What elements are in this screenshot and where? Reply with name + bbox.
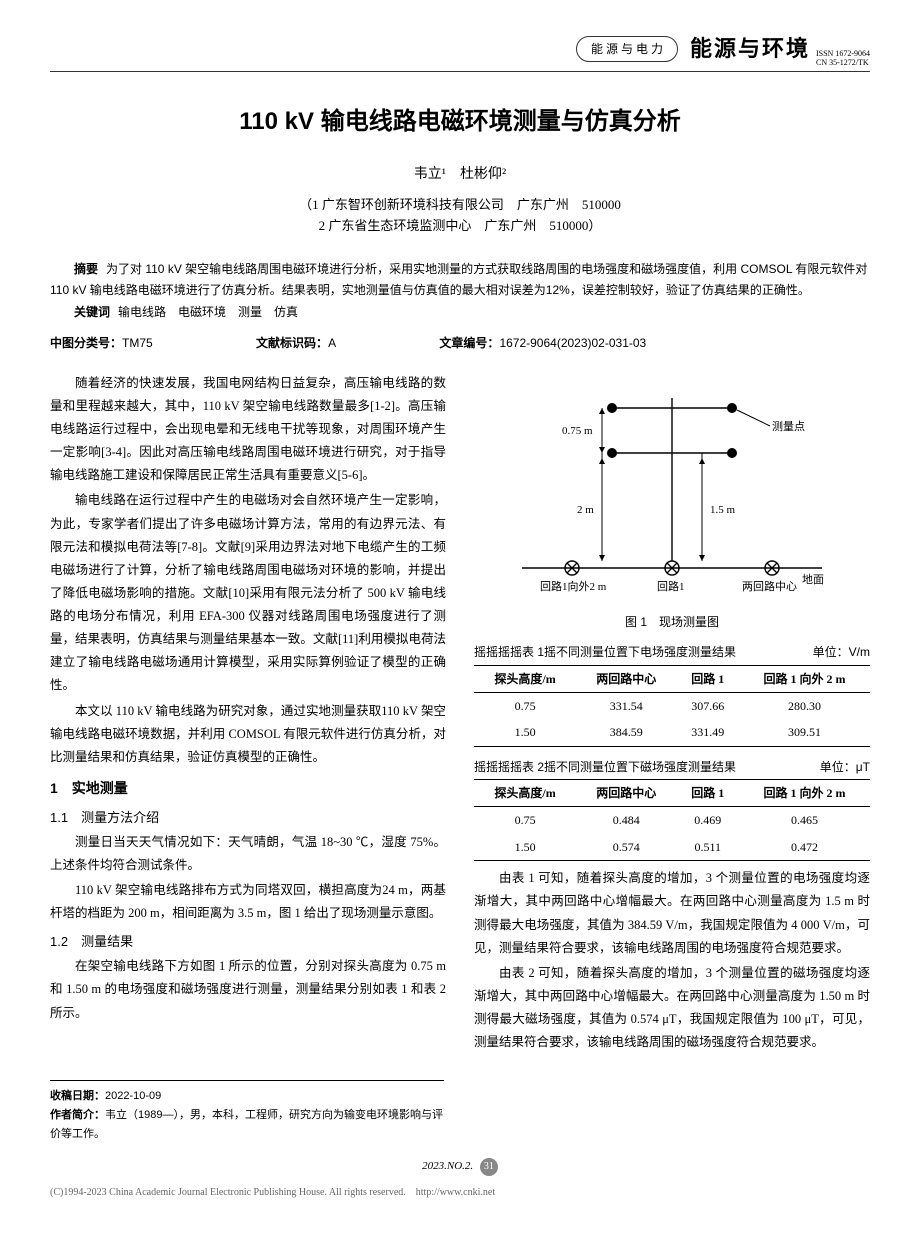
t2-r1c3: 0.472 <box>739 834 870 861</box>
affiliations: （1 广东智环创新环境科技有限公司 广东广州 510000 2 广东省生态环境监… <box>50 195 870 237</box>
doccode-label: 文献标识码： <box>256 336 328 350</box>
intro-p3: 本文以 110 kV 输电线路为研究对象，通过实地测量获取110 kV 架空输电… <box>50 700 446 769</box>
paper-title: 110 kV 输电线路电磁环境测量与仿真分析 <box>50 102 870 143</box>
t2-h1: 两回路中心 <box>576 780 676 807</box>
t2-r0c1: 0.484 <box>576 807 676 834</box>
page-number: 31 <box>480 1158 498 1176</box>
table-2-caption: 摇摇摇摇表 2摇不同测量位置下磁场强度测量结果 单位：μT <box>474 757 870 777</box>
t1-r0c1: 331.54 <box>576 692 676 719</box>
affiliation-1: （1 广东智环创新环境科技有限公司 广东广州 510000 <box>50 195 870 216</box>
s11-p2: 110 kV 架空输电线路排布方式为同塔双回，横担高度为24 m，两基杆塔的档距… <box>50 879 446 925</box>
page-footer: 2023.NO.2. 31 <box>50 1157 870 1176</box>
section-1-2-heading: 1.2 测量结果 <box>50 931 446 953</box>
t1-r1c1: 384.59 <box>576 719 676 746</box>
t2-h2: 回路 1 <box>676 780 739 807</box>
issn-block: ISSN 1672-9064 CN 35-1272/TK <box>816 50 870 68</box>
s12-p1: 在架空输电线路下方如图 1 所示的位置，分别对探头高度为 0.75 m 和 1.… <box>50 955 446 1024</box>
t1-r1c3: 309.51 <box>739 719 870 746</box>
fig1-pos3: 两回路中心 <box>742 580 797 593</box>
section-1-1-heading: 1.1 测量方法介绍 <box>50 807 446 829</box>
t2-h0: 探头高度/m <box>474 780 576 807</box>
fig1-dim-2m: 2 m <box>577 504 594 516</box>
clc-value: TM75 <box>122 336 153 350</box>
table-row: 0.75 331.54 307.66 280.30 <box>474 692 870 719</box>
section-1-heading: 1 实地测量 <box>50 777 446 801</box>
t1-h1: 两回路中心 <box>576 665 676 692</box>
fig1-ground-label: 地面 <box>802 573 824 586</box>
journal-logo: 能源与环境 <box>690 30 810 67</box>
table-row: 0.75 0.484 0.469 0.465 <box>474 807 870 834</box>
figure-1: 0.75 m 2 m 1.5 m 测量点 地面 回路1向外2 m 回路1 <box>474 378 870 632</box>
table-2-unit: 单位：μT <box>820 757 870 777</box>
intro-p1: 随着经济的快速发展，我国电网结构日益复杂，高压输电线路的数量和里程越来越大，其中… <box>50 372 446 488</box>
figure-1-diagram: 0.75 m 2 m 1.5 m 测量点 地面 回路1向外2 m 回路1 <box>502 378 842 608</box>
t1-h2: 回路 1 <box>676 665 739 692</box>
articleno-label: 文章编号： <box>439 336 499 350</box>
t1-h0: 探头高度/m <box>474 665 576 692</box>
t2-r1c1: 0.574 <box>576 834 676 861</box>
fig1-pos2: 回路1 <box>657 580 685 593</box>
abstract-text: 为了对 110 kV 架空输电线路周围电磁环境进行分析，采用实地测量的方式获取线… <box>50 262 867 298</box>
page-issue: 2023.NO.2. <box>422 1160 473 1172</box>
table-1-caption: 摇摇摇摇表 1摇不同测量位置下电场强度测量结果 单位：V/m <box>474 642 870 662</box>
affiliation-2: 2 广东省生态环境监测中心 广东广州 510000） <box>50 216 870 237</box>
header-bar: 能 源 与 电 力 能源与环境 ISSN 1672-9064 CN 35-127… <box>50 30 870 72</box>
t1-r0c0: 0.75 <box>474 692 576 719</box>
t2-r1c2: 0.511 <box>676 834 739 861</box>
keywords-text: 输电线路 电磁环境 测量 仿真 <box>118 305 298 319</box>
t2-r0c3: 0.465 <box>739 807 870 834</box>
abstract-label: 摘要 <box>74 262 98 276</box>
t2-h3: 回路 1 向外 2 m <box>739 780 870 807</box>
doccode-value: A <box>328 336 336 350</box>
abstract-block: 摘要为了对 110 kV 架空输电线路周围电磁环境进行分析，采用实地测量的方式获… <box>50 259 870 324</box>
table-2-title: 摇摇摇摇表 2摇不同测量位置下磁场强度测量结果 <box>474 757 736 777</box>
footnote-author-label: 作者简介： <box>50 1109 105 1121</box>
body-columns: 随着经济的快速发展，我国电网结构日益复杂，高压输电线路的数量和里程越来越大，其中… <box>50 372 870 1057</box>
table-1-unit: 单位：V/m <box>813 642 870 662</box>
footnote-date-label: 收稿日期： <box>50 1090 105 1102</box>
issn-line-2: CN 35-1272/TK <box>816 59 870 68</box>
footnotes: 收稿日期：2022-10-09 作者简介：韦立（1989—），男，本科，工程师，… <box>50 1080 444 1143</box>
table-1: 探头高度/m 两回路中心 回路 1 回路 1 向外 2 m 0.75 331.5… <box>474 665 870 747</box>
table-2: 探头高度/m 两回路中心 回路 1 回路 1 向外 2 m 0.75 0.484… <box>474 779 870 861</box>
s11-p1: 测量日当天天气情况如下：天气晴朗，气温 18~30 ℃，湿度 75%。上述条件均… <box>50 831 446 877</box>
t2-r0c2: 0.469 <box>676 807 739 834</box>
copyright-line: (C)1994-2023 China Academic Journal Elec… <box>50 1184 870 1201</box>
fig1-dim-0-75: 0.75 m <box>562 425 593 437</box>
clc-label: 中图分类号： <box>50 336 122 350</box>
articleno-value: 1672-9064(2023)02-031-03 <box>499 336 646 350</box>
table-1-title: 摇摇摇摇表 1摇不同测量位置下电场强度测量结果 <box>474 642 736 662</box>
authors: 韦立¹ 杜彬仰² <box>50 163 870 187</box>
category-pill: 能 源 与 电 力 <box>576 36 678 62</box>
t1-r1c2: 331.49 <box>676 719 739 746</box>
footnote-date: 2022-10-09 <box>105 1090 161 1102</box>
fig1-pos1: 回路1向外2 m <box>540 579 607 593</box>
t1-r0c2: 307.66 <box>676 692 739 719</box>
table-row: 1.50 384.59 331.49 309.51 <box>474 719 870 746</box>
fig1-dim-1-5m: 1.5 m <box>710 504 736 516</box>
discussion-p2: 由表 2 可知，随着探头高度的增加，3 个测量位置的磁场强度均逐渐增大，其中两回… <box>474 962 870 1055</box>
left-column: 随着经济的快速发展，我国电网结构日益复杂，高压输电线路的数量和里程越来越大，其中… <box>50 372 446 1057</box>
table-row: 1.50 0.574 0.511 0.472 <box>474 834 870 861</box>
footnote-author: 韦立（1989—），男，本科，工程师，研究方向为输变电环境影响与评价等工作。 <box>50 1109 443 1140</box>
discussion-p1: 由表 1 可知，随着探头高度的增加，3 个测量位置的电场强度均逐渐增大，其中两回… <box>474 867 870 960</box>
keywords-label: 关键词 <box>74 305 110 319</box>
figure-1-caption: 图 1 现场测量图 <box>474 612 870 632</box>
t1-r0c3: 280.30 <box>739 692 870 719</box>
fig1-measure-point: 测量点 <box>772 420 805 433</box>
t1-r1c0: 1.50 <box>474 719 576 746</box>
t2-r1c0: 1.50 <box>474 834 576 861</box>
meta-line: 中图分类号：TM75 文献标识码：A 文章编号：1672-9064(2023)0… <box>50 333 870 353</box>
intro-p2: 输电线路在运行过程中产生的电磁场对会自然环境产生一定影响，为此，专家学者们提出了… <box>50 489 446 697</box>
t1-h3: 回路 1 向外 2 m <box>739 665 870 692</box>
t2-r0c0: 0.75 <box>474 807 576 834</box>
right-column: 0.75 m 2 m 1.5 m 测量点 地面 回路1向外2 m 回路1 <box>474 372 870 1057</box>
